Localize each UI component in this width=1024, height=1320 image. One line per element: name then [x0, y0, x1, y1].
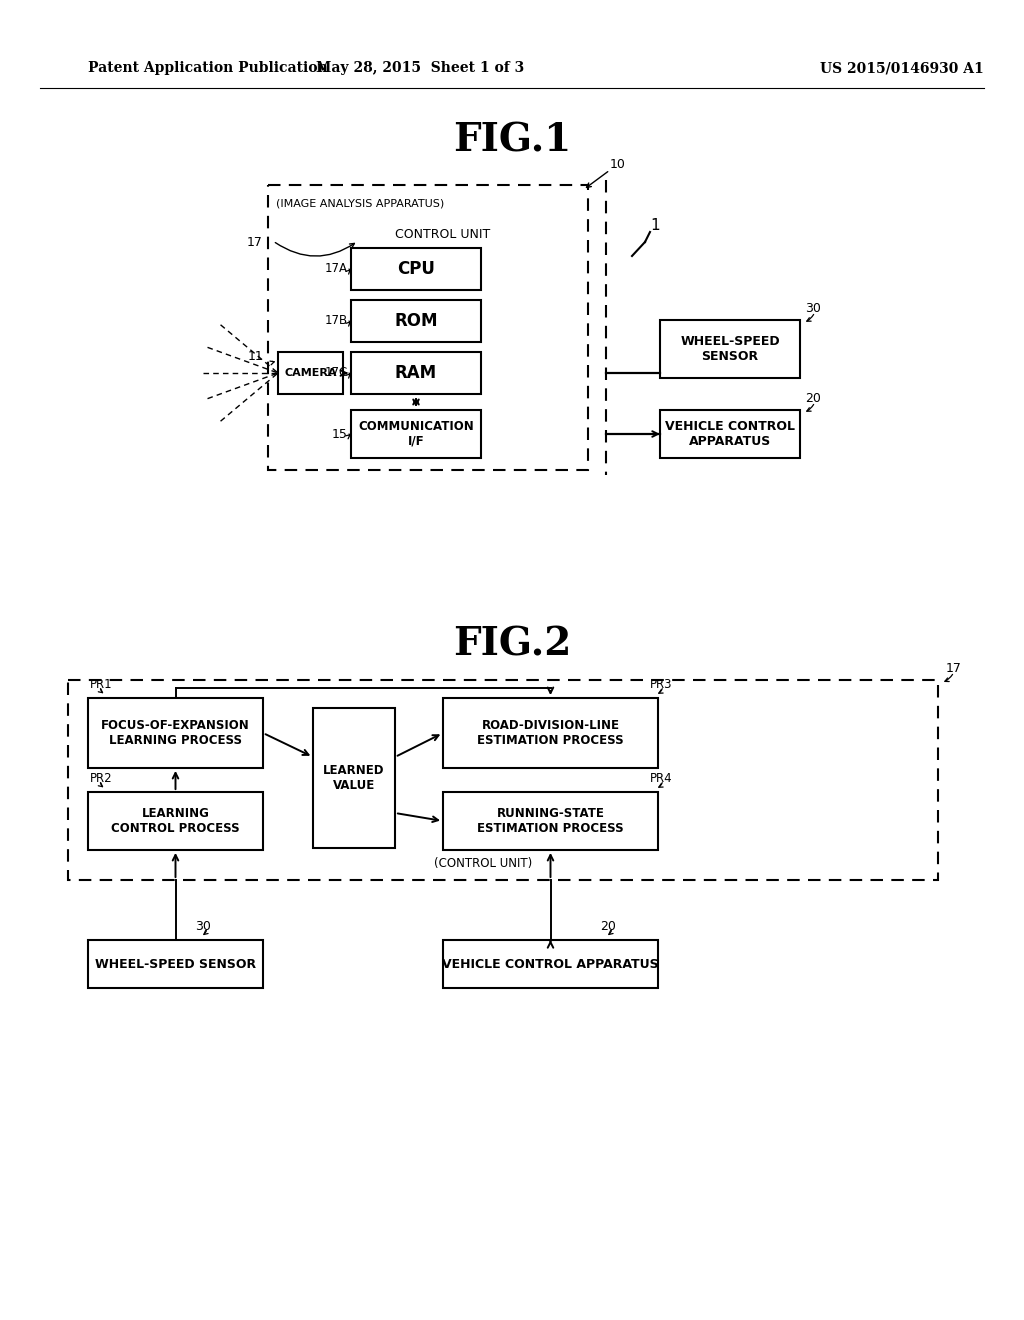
Text: CPU: CPU — [397, 260, 435, 279]
Bar — [313, 708, 395, 847]
Text: 20: 20 — [600, 920, 616, 932]
Text: 30: 30 — [196, 920, 211, 932]
Text: ROM: ROM — [394, 312, 437, 330]
Text: FOCUS-OF-EXPANSION
LEARNING PROCESS: FOCUS-OF-EXPANSION LEARNING PROCESS — [101, 719, 250, 747]
Text: LEARNED
VALUE: LEARNED VALUE — [324, 764, 385, 792]
Text: RAM: RAM — [395, 364, 437, 381]
Text: 17C: 17C — [325, 367, 348, 380]
Bar — [443, 940, 658, 987]
Text: 15: 15 — [332, 428, 348, 441]
Text: 11: 11 — [247, 351, 263, 363]
Bar — [351, 300, 481, 342]
Text: 1: 1 — [650, 218, 659, 232]
Text: LEARNING
CONTROL PROCESS: LEARNING CONTROL PROCESS — [112, 807, 240, 836]
Bar — [351, 352, 481, 393]
Text: COMMUNICATION
I/F: COMMUNICATION I/F — [358, 420, 474, 447]
Bar — [88, 698, 263, 768]
Text: FIG.1: FIG.1 — [453, 121, 571, 158]
Text: CAMERA: CAMERA — [285, 368, 337, 378]
Text: 30: 30 — [805, 301, 821, 314]
Text: 17B: 17B — [325, 314, 348, 327]
Text: 17: 17 — [946, 661, 962, 675]
Text: WHEEL-SPEED
SENSOR: WHEEL-SPEED SENSOR — [680, 335, 780, 363]
Bar — [268, 185, 588, 470]
Bar — [351, 411, 481, 458]
Text: May 28, 2015  Sheet 1 of 3: May 28, 2015 Sheet 1 of 3 — [315, 61, 524, 75]
Text: WHEEL-SPEED SENSOR: WHEEL-SPEED SENSOR — [95, 957, 256, 970]
Text: ROAD-DIVISION-LINE
ESTIMATION PROCESS: ROAD-DIVISION-LINE ESTIMATION PROCESS — [477, 719, 624, 747]
Text: RUNNING-STATE
ESTIMATION PROCESS: RUNNING-STATE ESTIMATION PROCESS — [477, 807, 624, 836]
Bar — [351, 248, 481, 290]
Bar — [88, 792, 263, 850]
Text: 17A: 17A — [325, 263, 348, 276]
Text: PR4: PR4 — [650, 771, 673, 784]
Bar — [443, 792, 658, 850]
Text: 17: 17 — [247, 236, 263, 249]
Text: PR1: PR1 — [90, 677, 113, 690]
Text: Patent Application Publication: Patent Application Publication — [88, 61, 328, 75]
Text: PR2: PR2 — [90, 771, 113, 784]
Text: (CONTROL UNIT): (CONTROL UNIT) — [434, 857, 532, 870]
Bar — [278, 352, 343, 393]
Text: VEHICLE CONTROL APPARATUS: VEHICLE CONTROL APPARATUS — [442, 957, 658, 970]
Text: FIG.2: FIG.2 — [453, 626, 571, 664]
Text: 10: 10 — [610, 158, 626, 172]
Text: PR3: PR3 — [650, 677, 673, 690]
Bar — [660, 411, 800, 458]
Bar — [443, 698, 658, 768]
Text: VEHICLE CONTROL
APPARATUS: VEHICLE CONTROL APPARATUS — [665, 420, 795, 447]
Text: (IMAGE ANALYSIS APPARATUS): (IMAGE ANALYSIS APPARATUS) — [276, 199, 444, 209]
Text: CONTROL UNIT: CONTROL UNIT — [395, 228, 490, 242]
Bar — [88, 940, 263, 987]
Text: US 2015/0146930 A1: US 2015/0146930 A1 — [820, 61, 984, 75]
Bar — [68, 680, 938, 880]
Bar — [660, 319, 800, 378]
Text: 20: 20 — [805, 392, 821, 404]
